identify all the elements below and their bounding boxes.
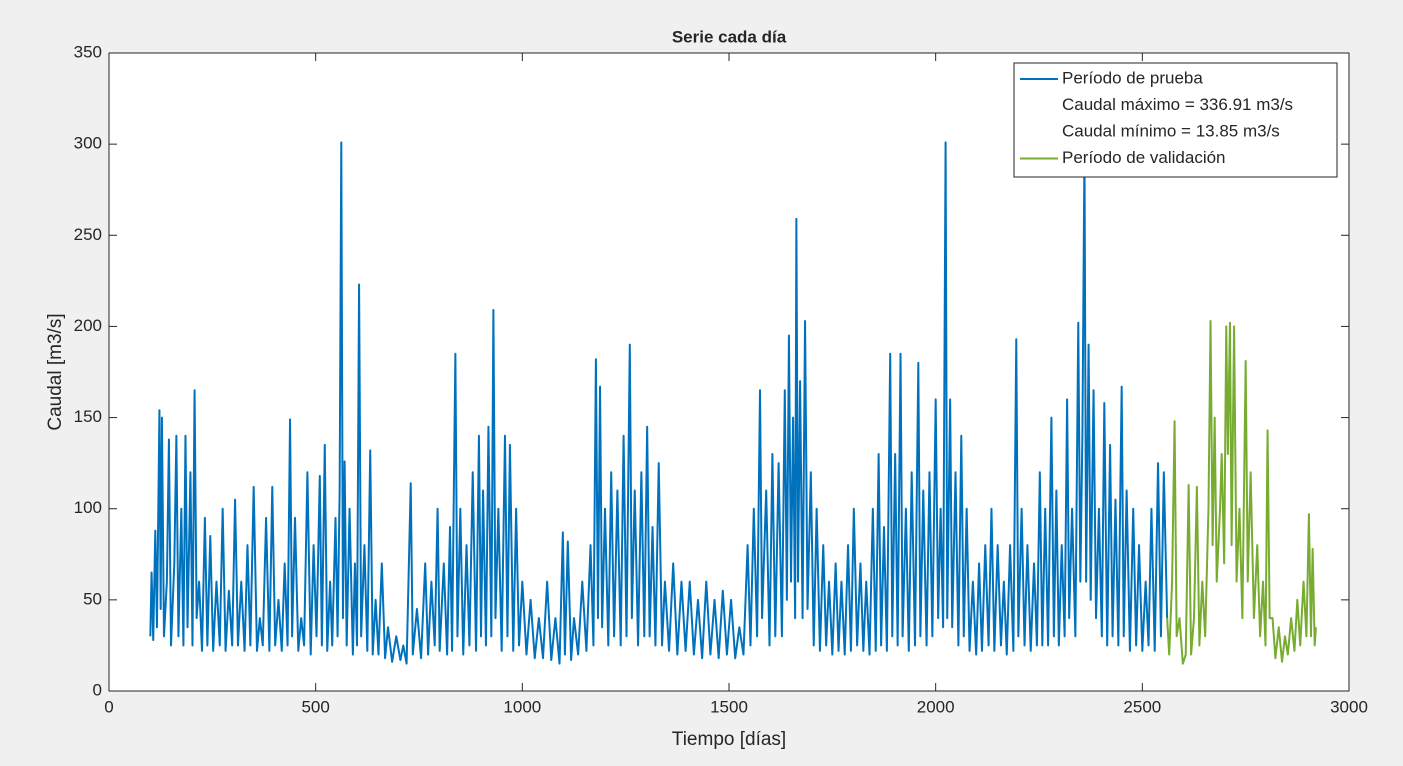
y-tick-label: 350 xyxy=(74,42,102,61)
legend-label: Período de prueba xyxy=(1062,68,1203,87)
x-tick-label: 500 xyxy=(301,697,329,716)
x-tick-label: 3000 xyxy=(1330,697,1368,716)
x-tick-label: 1500 xyxy=(710,697,748,716)
legend-annotation: Caudal mínimo = 13.85 m3/s xyxy=(1062,121,1280,140)
data-line xyxy=(1166,319,1317,665)
legend-label: Período de validación xyxy=(1062,148,1226,167)
y-tick-label: 250 xyxy=(74,225,102,244)
x-axis-label: Tiempo [días] xyxy=(672,729,786,750)
y-tick-label: 100 xyxy=(74,498,102,517)
y-tick-label: 150 xyxy=(74,407,102,426)
x-tick-label: 2000 xyxy=(917,697,955,716)
chart-title: Serie cada día xyxy=(672,27,787,46)
legend-annotation: Caudal máximo = 336.91 m3/s xyxy=(1062,95,1293,114)
x-tick-label: 1000 xyxy=(503,697,541,716)
y-tick-label: 50 xyxy=(83,589,102,608)
y-tick-label: 200 xyxy=(74,316,102,335)
y-tick-label: 0 xyxy=(93,680,102,699)
y-axis-label: Caudal [m3/s] xyxy=(45,313,66,430)
y-tick-label: 300 xyxy=(74,134,102,153)
data-line xyxy=(149,141,1169,665)
legend xyxy=(1013,62,1338,178)
x-tick-label: 2500 xyxy=(1123,697,1161,716)
x-tick-label: 0 xyxy=(104,697,113,716)
